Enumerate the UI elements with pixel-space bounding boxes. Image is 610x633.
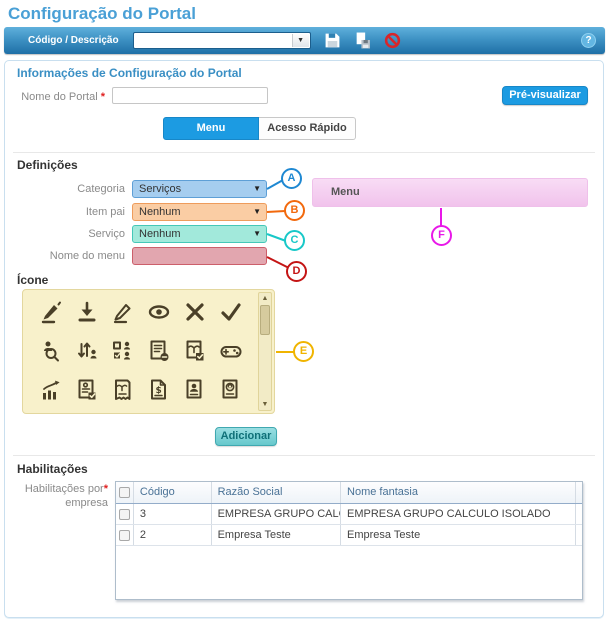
code-description-combobox[interactable]: ▼ — [132, 32, 311, 49]
scrollbar-thumb[interactable] — [260, 305, 270, 335]
cancel-icon[interactable] — [384, 32, 401, 49]
tab-bar: Menu Acesso Rápido — [163, 117, 356, 140]
document-approved-icon[interactable] — [69, 370, 105, 409]
menu-preview-item[interactable]: Menu — [312, 178, 588, 207]
add-button[interactable]: Adicionar — [215, 427, 277, 446]
divider — [13, 455, 595, 456]
save-icon[interactable] — [324, 32, 341, 49]
callout-badge-c: C — [284, 230, 305, 251]
row-checkbox[interactable] — [118, 508, 130, 520]
receipt-vacation-icon[interactable] — [105, 370, 141, 409]
help-icon[interactable]: ? — [581, 33, 596, 48]
column-header-razao-social: Razão Social — [212, 482, 342, 503]
scrollbar-track — [576, 482, 582, 503]
scroll-down-icon[interactable]: ▼ — [261, 401, 269, 408]
callout-badge-f: F — [431, 225, 452, 246]
parent-item-select[interactable]: Nenhum ▼ — [132, 203, 267, 221]
person-search-icon[interactable] — [33, 331, 69, 370]
page-title: Configuração do Portal — [8, 4, 196, 23]
sign-pen-icon[interactable] — [33, 292, 69, 331]
main-panel: Informações de Configuração do Portal No… — [4, 60, 604, 618]
table-row[interactable]: 3 EMPRESA GRUPO CALCULO IS... EMPRESA GR… — [116, 504, 582, 525]
callout-badge-a: A — [281, 168, 302, 189]
habilitations-per-company-label: Habilitações por* empresa — [24, 483, 108, 509]
check-icon[interactable] — [213, 292, 249, 331]
employee-card-icon[interactable] — [177, 370, 213, 409]
callout-badge-b: B — [284, 200, 305, 221]
svg-text:$: $ — [156, 386, 162, 396]
chart-growth-icon[interactable] — [33, 370, 69, 409]
column-header-codigo: Código — [134, 482, 212, 503]
portal-name-label: Nome do Portal * — [21, 91, 105, 103]
game-controller-icon[interactable] — [213, 331, 249, 370]
category-label: Categoria — [77, 183, 125, 195]
chevron-down-icon: ▼ — [253, 184, 261, 193]
portal-name-input[interactable] — [112, 87, 268, 104]
assign-list-icon[interactable] — [105, 331, 141, 370]
eye-icon[interactable] — [141, 292, 177, 331]
save-as-icon[interactable] — [354, 32, 371, 49]
icon-section-heading: Ícone — [17, 273, 49, 287]
column-header-nome-fantasia: Nome fantasia — [341, 482, 576, 503]
chevron-down-icon: ▼ — [253, 229, 261, 238]
service-label: Serviço — [88, 228, 125, 240]
menu-name-label: Nome do menu — [49, 250, 125, 262]
toolbar: Código / Descrição ▼ ? — [4, 27, 605, 54]
document-badge-icon[interactable] — [213, 370, 249, 409]
definitions-heading: Definições — [17, 158, 78, 172]
habilitations-heading: Habilitações — [17, 462, 88, 476]
category-select[interactable]: Serviços ▼ — [132, 180, 267, 198]
icon-picker-panel: $ ▲ ▼ — [22, 289, 275, 414]
callout-badge-e: E — [293, 341, 314, 362]
table-header-row: Código Razão Social Nome fantasia — [116, 482, 582, 504]
chevron-down-icon: ▼ — [253, 207, 261, 216]
close-x-icon[interactable] — [177, 292, 213, 331]
sort-person-icon[interactable] — [69, 331, 105, 370]
vacation-approve-icon[interactable] — [177, 331, 213, 370]
select-all-checkbox[interactable] — [118, 487, 130, 498]
clipped-icon[interactable] — [213, 409, 249, 413]
clipped-icon[interactable] — [141, 409, 177, 413]
clipped-icon[interactable] — [177, 409, 213, 413]
document-payment-icon[interactable]: $ — [141, 370, 177, 409]
tab-quick-access[interactable]: Acesso Rápido — [259, 117, 356, 140]
code-description-input[interactable] — [135, 33, 288, 48]
clipped-icon[interactable] — [69, 409, 105, 413]
document-remove-icon[interactable] — [141, 331, 177, 370]
menu-name-input[interactable] — [132, 247, 267, 265]
required-marker: * — [103, 483, 108, 495]
service-select[interactable]: Nenhum ▼ — [132, 225, 267, 243]
row-checkbox[interactable] — [118, 529, 130, 541]
clipped-icon[interactable] — [105, 409, 141, 413]
tab-menu[interactable]: Menu — [163, 117, 259, 140]
callout-badge-d: D — [286, 261, 307, 282]
download-icon[interactable] — [69, 292, 105, 331]
required-marker: * — [100, 91, 105, 103]
preview-button[interactable]: Pré-visualizar — [502, 86, 588, 105]
code-description-label: Código / Descrição — [28, 35, 119, 46]
scroll-up-icon[interactable]: ▲ — [261, 295, 269, 302]
combobox-dropdown-icon[interactable]: ▼ — [291, 34, 309, 47]
info-section-heading: Informações de Configuração do Portal — [17, 66, 242, 80]
divider — [13, 152, 595, 153]
icon-panel-scrollbar[interactable]: ▲ ▼ — [258, 292, 272, 411]
edit-pencil-icon[interactable] — [105, 292, 141, 331]
icon-grid: $ — [33, 292, 251, 413]
parent-item-label: Item pai — [85, 206, 125, 218]
clipped-icon[interactable] — [33, 409, 69, 413]
table-row[interactable]: 2 Empresa Teste Empresa Teste — [116, 525, 582, 546]
companies-table: Código Razão Social Nome fantasia 3 EMPR… — [115, 481, 583, 600]
